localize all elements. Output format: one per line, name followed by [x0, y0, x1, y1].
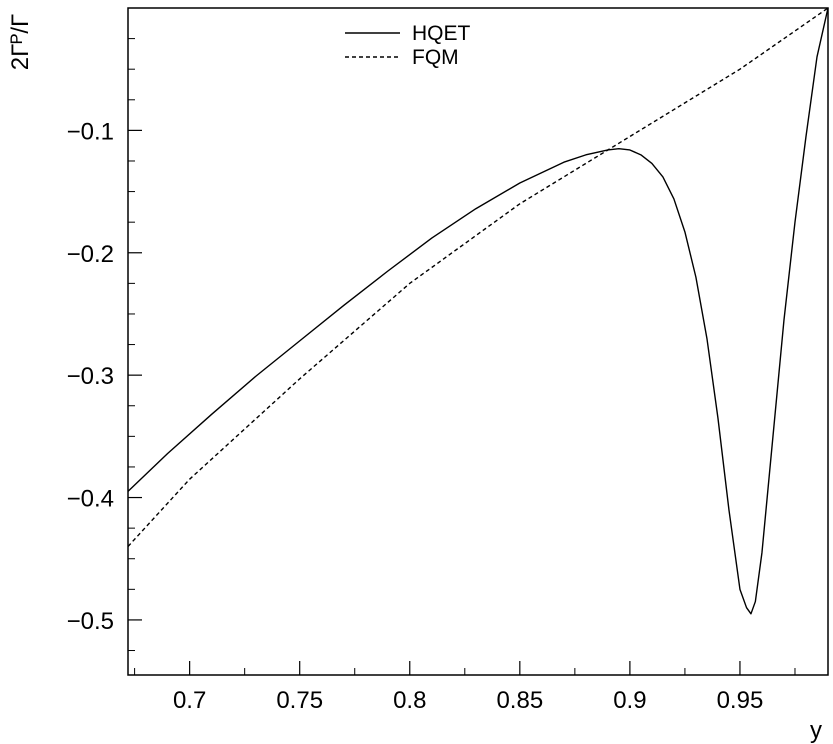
x-tick-label: 0.8: [393, 687, 426, 714]
y-tick-label: −0.2: [67, 241, 114, 268]
y-tick-label: −0.4: [67, 486, 114, 513]
x-tick-label: 0.9: [613, 687, 646, 714]
y-tick-label: −0.3: [67, 363, 114, 390]
x-ticks: 0.7 0.75 0.8 0.85 0.9 0.95: [173, 661, 763, 714]
legend-hqet-label: HQET: [412, 22, 471, 45]
legend-fqm-label: FQM: [412, 46, 459, 69]
y-minor-ticks: [128, 7, 135, 652]
x-axis-title: y: [810, 717, 822, 744]
plot-frame: [127, 7, 829, 676]
series-line-fqm: [127, 7, 829, 547]
series-line-hqet: [127, 7, 829, 615]
y-axis-title: 2Γᴾ/Γ: [7, 14, 34, 71]
x-tick-label: 0.75: [276, 687, 323, 714]
x-tick-label: 0.85: [496, 687, 543, 714]
legend: HQET FQM: [345, 22, 471, 69]
y-ticks: −0.1 −0.2 −0.3 −0.4 −0.5: [67, 118, 142, 635]
y-tick-label: −0.5: [67, 608, 114, 635]
series-lines: [127, 7, 829, 615]
x-tick-label: 0.95: [717, 687, 764, 714]
x-tick-label: 0.7: [173, 687, 206, 714]
y-tick-label: −0.1: [67, 118, 114, 145]
x-minor-ticks: [134, 668, 796, 675]
